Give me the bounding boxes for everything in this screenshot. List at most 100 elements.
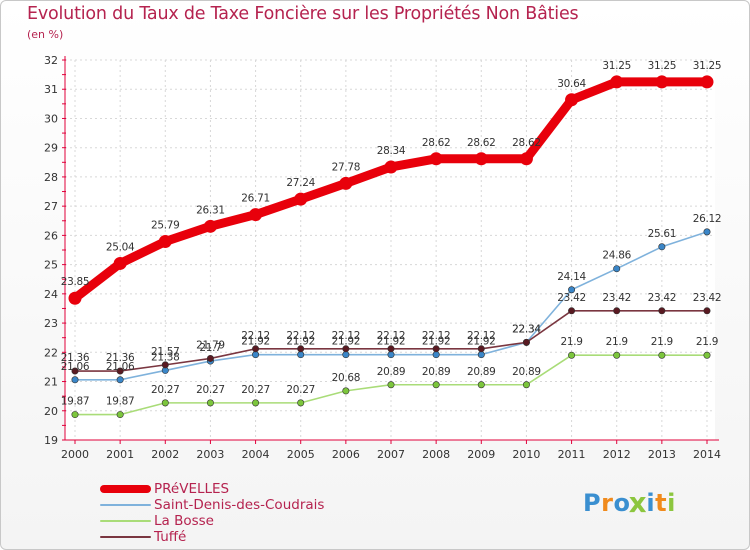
data-point-tuffe: [252, 345, 260, 353]
data-label-la-bosse: 21.9: [696, 336, 718, 348]
data-point-la-bosse: [522, 381, 530, 389]
legend-label: La Bosse: [154, 513, 214, 529]
data-point-saint-denis-des-coudrais: [658, 243, 666, 251]
data-label-tuffe: 22.12: [467, 330, 496, 342]
data-label-la-bosse: 20.68: [332, 372, 361, 384]
data-point-saint-denis-des-coudrais: [613, 265, 621, 273]
x-tick-label: 2003: [196, 448, 224, 461]
data-point-prevelles: [68, 291, 82, 305]
data-point-saint-denis-des-coudrais: [297, 351, 305, 359]
data-point-tuffe: [432, 345, 440, 353]
data-point-prevelles: [203, 219, 217, 233]
data-label-la-bosse: 20.89: [377, 366, 406, 378]
data-point-la-bosse: [297, 399, 305, 407]
x-tick-label: 2012: [603, 448, 631, 461]
y-unit-label: (en %): [27, 28, 64, 41]
data-point-saint-denis-des-coudrais: [477, 351, 485, 359]
data-label-prevelles: 26.31: [196, 204, 225, 216]
y-tick-label: 20: [44, 405, 58, 418]
legend-label: Tuffé: [154, 529, 187, 545]
data-label-prevelles: 26.71: [241, 193, 270, 205]
data-point-prevelles: [700, 75, 714, 89]
legend-label: PRéVELLES: [154, 481, 230, 497]
data-label-la-bosse: 20.89: [512, 366, 541, 378]
x-tick-label: 2002: [151, 448, 179, 461]
y-tick-label: 28: [44, 171, 58, 184]
data-label-prevelles: 31.25: [602, 60, 631, 72]
logo-letter: i: [646, 489, 656, 517]
y-tick-label: 31: [44, 83, 58, 96]
data-label-la-bosse: 20.27: [196, 384, 225, 396]
x-tick-label: 2006: [332, 448, 360, 461]
data-label-prevelles: 25.04: [106, 241, 135, 253]
data-point-tuffe: [71, 367, 79, 375]
data-point-prevelles: [565, 93, 579, 107]
data-label-saint-denis-des-coudrais: 26.12: [693, 213, 722, 225]
data-label-tuffe: 22.12: [332, 330, 361, 342]
data-label-saint-denis-des-coudrais: 21.7: [199, 342, 221, 354]
data-point-prevelles: [429, 152, 443, 166]
data-label-tuffe: 22.12: [286, 330, 315, 342]
data-point-tuffe: [206, 354, 214, 362]
x-tick-label: 2014: [693, 448, 721, 461]
data-point-prevelles: [113, 256, 127, 270]
data-label-saint-denis-des-coudrais: 21.92: [467, 336, 496, 348]
data-label-la-bosse: 19.87: [106, 396, 135, 408]
data-point-la-bosse: [613, 351, 621, 359]
data-point-la-bosse: [161, 399, 169, 407]
x-tick-label: 2001: [106, 448, 134, 461]
data-point-saint-denis-des-coudrais: [568, 286, 576, 294]
legend-item: Saint-Denis-des-Coudrais: [100, 497, 420, 513]
data-point-la-bosse: [342, 387, 350, 395]
data-label-saint-denis-des-coudrais: 21.06: [61, 361, 90, 373]
data-label-tuffe: 22.12: [422, 330, 451, 342]
data-point-la-bosse: [658, 351, 666, 359]
y-tick-label: 21: [44, 376, 58, 389]
data-label-saint-denis-des-coudrais: 22.34: [512, 323, 541, 335]
data-label-tuffe: 22.12: [377, 330, 406, 342]
data-point-prevelles: [655, 75, 669, 89]
data-point-tuffe: [613, 307, 621, 315]
data-point-prevelles: [610, 75, 624, 89]
data-point-la-bosse: [71, 411, 79, 419]
legend-label: Saint-Denis-des-Coudrais: [154, 497, 325, 513]
data-point-la-bosse: [703, 351, 711, 359]
data-label-prevelles: 23.85: [61, 276, 90, 288]
y-tick-label: 27: [44, 200, 58, 213]
data-label-prevelles: 28.62: [422, 137, 451, 149]
data-point-la-bosse: [116, 411, 124, 419]
data-label-la-bosse: 19.87: [61, 396, 90, 408]
logo-letter: t: [655, 489, 668, 517]
legend-item: Tuffé: [100, 529, 420, 545]
data-label-la-bosse: 20.27: [286, 384, 315, 396]
data-label-la-bosse: 20.89: [422, 366, 451, 378]
data-label-saint-denis-des-coudrais: 24.14: [557, 271, 586, 283]
y-tick-label: 23: [44, 317, 58, 330]
data-label-prevelles: 27.24: [286, 177, 315, 189]
data-point-tuffe: [703, 307, 711, 315]
data-label-prevelles: 31.25: [648, 60, 677, 72]
data-label-prevelles: 25.79: [151, 220, 180, 232]
y-tick-label: 25: [44, 259, 58, 272]
data-point-prevelles: [294, 192, 308, 206]
data-label-tuffe: 23.42: [557, 292, 586, 304]
data-label-tuffe: 23.42: [693, 292, 722, 304]
logo-letter: r: [601, 489, 614, 517]
data-point-la-bosse: [568, 351, 576, 359]
x-tick-label: 2004: [242, 448, 270, 461]
y-tick-label: 19: [44, 434, 58, 447]
y-tick-label: 22: [44, 346, 58, 359]
data-point-prevelles: [249, 208, 263, 222]
data-label-tuffe: 23.42: [648, 292, 677, 304]
y-tick-label: 29: [44, 142, 58, 155]
data-label-la-bosse: 21.9: [651, 336, 673, 348]
plot-area: [65, 60, 715, 440]
data-point-tuffe: [116, 367, 124, 375]
data-label-la-bosse: 20.27: [241, 384, 270, 396]
data-label-tuffe: 22.12: [241, 330, 270, 342]
legend-swatch: [100, 485, 151, 493]
data-point-tuffe: [477, 345, 485, 353]
data-point-prevelles: [339, 176, 353, 190]
data-point-prevelles: [519, 152, 533, 166]
